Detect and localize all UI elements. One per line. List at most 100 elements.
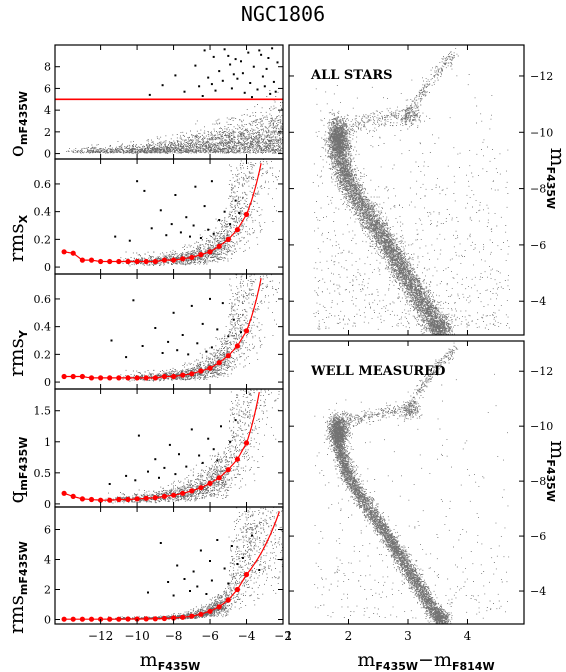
fit-marker [180,490,186,496]
outlier-point [194,185,197,188]
y-tick-label: 6 [44,524,51,537]
fit-marker [79,616,85,622]
fit-marker [243,211,250,217]
fit-marker [243,571,250,578]
outlier-point [159,542,162,544]
fit-marker [61,616,67,622]
outlier-point [132,299,135,302]
outlier-point [216,539,219,541]
fit-marker [116,616,122,622]
y-tick-label: 0.2 [34,233,52,246]
outlier-point [183,90,186,93]
outlier-point [240,331,242,334]
outlier-point [218,70,221,73]
outlier-point [261,75,264,78]
fit-marker [98,497,104,503]
point-cloud [114,159,280,267]
fit-marker [61,249,67,255]
fit-marker [125,496,131,503]
fit-marker [107,375,113,381]
outlier-point [189,590,191,592]
outlier-point [234,419,237,422]
outlier-point [243,91,246,94]
outlier-point [125,356,128,359]
point-cloud [110,274,280,382]
outlier-point [190,304,193,307]
y-tick-label: −6 [530,530,546,543]
panel-cmd-all: −12 −10 −8 −6 −4 ALL STARS [288,44,553,336]
outlier-point [136,180,139,183]
fit-marker [152,495,158,501]
fit-marker [225,353,231,359]
fit-marker [88,496,95,503]
outlier-point [183,578,186,580]
fit-marker [79,257,85,263]
y-tick-label: 0 [44,261,51,274]
fit-marker [189,613,195,619]
outlier-point [143,189,146,192]
outlier-point [207,228,210,231]
y-tick-label: −6 [530,239,546,252]
panel-frame [54,506,284,625]
outlier-point [201,95,204,97]
x-tick-label: 1 [285,629,293,643]
outlier-point [158,476,160,479]
x-tick-label: −8 [165,629,183,643]
cmd-points [314,342,510,624]
fit-marker [225,236,231,242]
fit-marker [161,257,167,263]
outlier-point [154,327,157,329]
fit-marker [61,490,67,496]
y-tick-label: 0.4 [34,206,52,219]
x-tick-label: 4 [464,629,472,643]
outlier-point [227,335,230,338]
fit-marker [79,496,85,502]
outlier-point [172,311,175,314]
fit-marker [88,616,95,622]
outlier-point [167,340,170,343]
fit-marker [98,258,104,265]
outlier-point [207,437,210,440]
y-axis-label: rmsmF435W [4,541,30,634]
outlier-point [196,585,199,588]
fit-marker [243,328,250,334]
outlier-point [212,232,215,235]
y-tick-label: −8 [530,183,546,196]
fit-marker [134,496,140,502]
outlier-point [265,67,268,70]
panel-frame [288,44,525,336]
outlier-point [174,194,177,196]
outlier-point [263,85,266,88]
x-tick-label: 2 [345,629,353,643]
outlier-point [234,199,237,202]
fit-marker [198,611,204,617]
fit-marker [116,375,122,381]
outlier-point [272,80,275,83]
fit-marker [198,252,204,258]
outlier-point [227,582,230,585]
fit-marker [234,227,240,233]
fit-marker [216,475,222,481]
fit-marker [116,258,122,265]
outlier-point [165,234,168,237]
outlier-point [114,235,117,238]
fit-marker [171,615,177,621]
fit-marker [143,375,149,381]
outlier-point [251,96,253,99]
outlier-point [221,302,224,305]
fit-marker [161,493,167,499]
cmd-star-points [314,342,510,624]
fit-marker [88,257,95,263]
cloud-points [66,90,283,154]
outlier-point [198,85,201,88]
outlier-point [110,339,113,342]
fit-marker [107,497,113,503]
outlier-point [201,322,204,325]
fit-marker [171,373,177,380]
fit-marker [143,616,149,622]
left-diagnostic-panels: 0 2 4 6 8 0 0.2 0.4 0.6 0 0.2 0.4 0.6 0 0.5 1 1.5 0 2 4 6 −12… [34,44,292,643]
y-tick-label: 4 [44,554,51,567]
y-axis-label: qmF435W [4,437,30,504]
fit-marker [216,604,222,610]
outlier-point [185,216,188,219]
